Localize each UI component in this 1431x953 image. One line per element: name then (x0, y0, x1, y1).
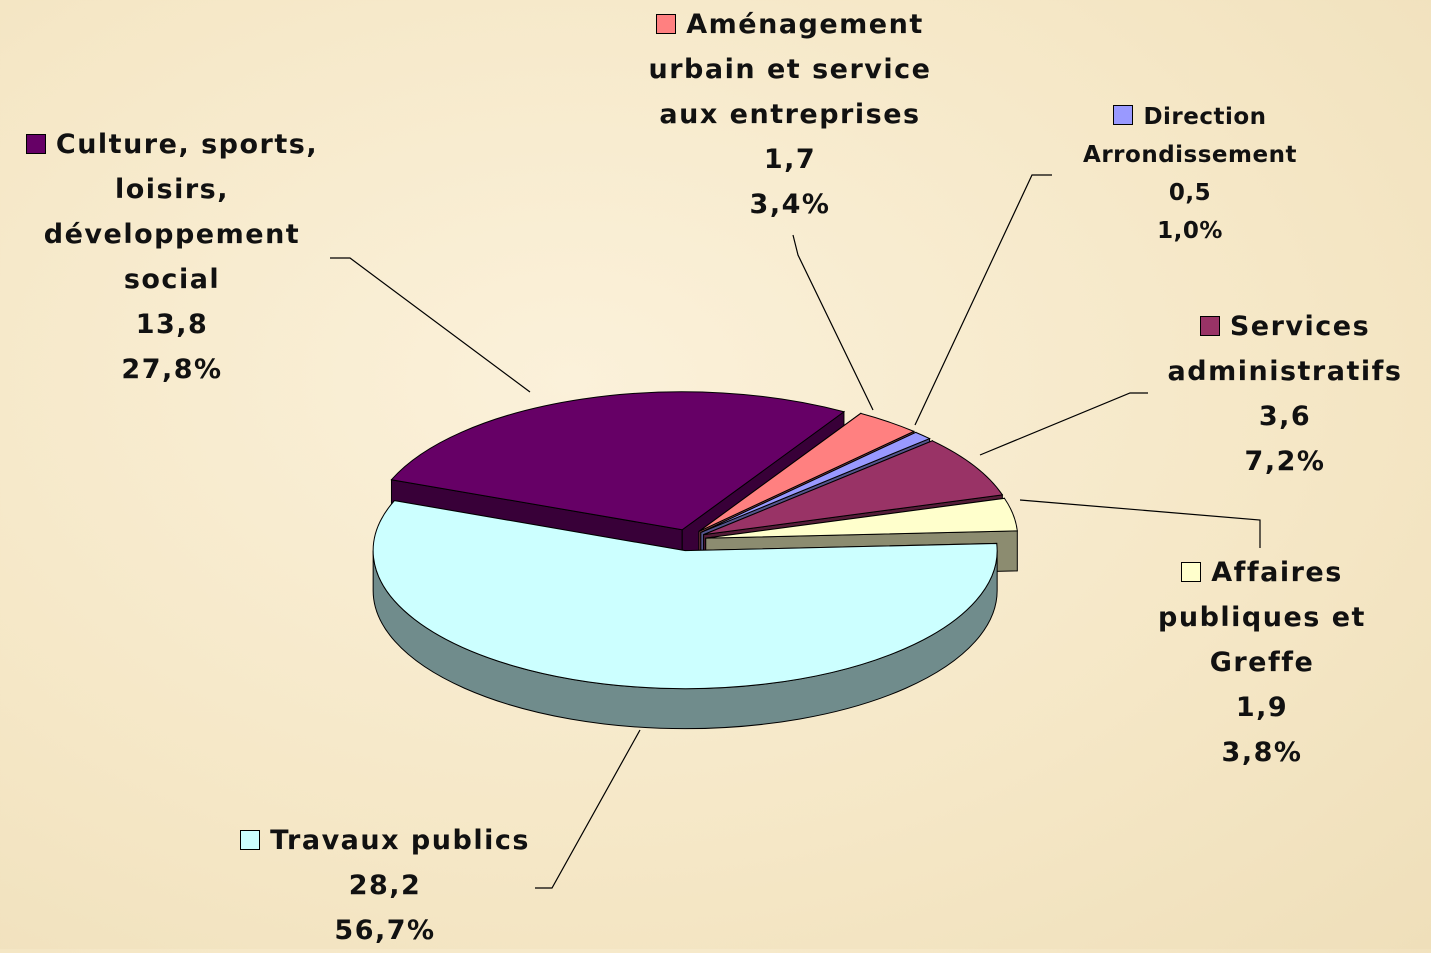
category-label: Culture, sports, loisirs, développement … (43, 129, 319, 295)
value-label-line: 28,2 (215, 863, 555, 908)
percent-label-line: 7,2% (1145, 439, 1425, 484)
percent-label-line: 1,0% (1055, 212, 1325, 250)
slice-label: Direction Arrondissement 0,5 1,0% (1055, 98, 1325, 250)
value-label: 28,2 (348, 870, 422, 901)
value-label-line: 1,7 (625, 137, 955, 182)
percent-label: 1,0% (1157, 218, 1223, 244)
percent-label: 3,8% (1221, 737, 1303, 768)
legend-swatch (240, 830, 261, 850)
leader-lines (330, 174, 1261, 889)
category-label: Direction Arrondissement (1083, 104, 1297, 168)
category-label: Affaires publiques et Greffe (1158, 557, 1366, 678)
category-label-line: Affaires publiques et Greffe (1132, 550, 1392, 685)
category-label-line: Aménagement urbain et service aux entrep… (625, 2, 955, 137)
slice-top (703, 440, 1004, 536)
percent-label-line: 3,8% (1132, 730, 1392, 775)
slice-label: Services administratifs 3,6 7,2% (1145, 304, 1425, 484)
category-label-line: Direction Arrondissement (1055, 98, 1325, 174)
category-label: Services administratifs (1167, 311, 1403, 387)
value-label-line: 0,5 (1055, 174, 1325, 212)
leader-line (979, 392, 1148, 456)
value-label-line: 3,6 (1145, 394, 1425, 439)
leader-line (535, 729, 641, 889)
percent-label-line: 3,4% (625, 182, 955, 227)
category-label-line: Culture, sports, loisirs, développement … (12, 122, 332, 302)
category-label: Aménagement urbain et service aux entrep… (648, 9, 932, 130)
slice-label: Aménagement urbain et service aux entrep… (625, 2, 955, 227)
pie-slice (372, 500, 998, 730)
percent-label: 3,4% (749, 189, 831, 220)
slice-top (700, 431, 931, 533)
value-label: 3,6 (1258, 401, 1312, 432)
value-label-line: 1,9 (1132, 685, 1392, 730)
legend-swatch (1113, 105, 1134, 125)
slice-label: Culture, sports, loisirs, développement … (12, 122, 332, 392)
slice-top (372, 500, 998, 690)
leader-line (914, 174, 1052, 426)
leader-line (792, 234, 874, 411)
category-label-line: Services administratifs (1145, 304, 1425, 394)
percent-label: 56,7% (334, 915, 436, 946)
category-label-line: Travaux publics (215, 818, 555, 863)
slice-label: Affaires publiques et Greffe 1,9 3,8% (1132, 550, 1392, 775)
percent-label: 7,2% (1244, 446, 1326, 477)
percent-label: 27,8% (121, 354, 223, 385)
slice-top (705, 497, 1018, 539)
value-label: 0,5 (1168, 180, 1212, 206)
value-label: 13,8 (135, 309, 209, 340)
value-label: 1,7 (763, 144, 817, 175)
legend-swatch (656, 14, 677, 34)
percent-label-line: 56,7% (215, 908, 555, 953)
slice-top (698, 412, 916, 532)
category-label: Travaux publics (270, 825, 530, 856)
value-label: 1,9 (1235, 692, 1289, 723)
percent-label-line: 27,8% (12, 347, 332, 392)
value-label-line: 13,8 (12, 302, 332, 347)
leader-line (1019, 499, 1261, 548)
legend-swatch (1199, 316, 1220, 336)
legend-swatch (25, 134, 46, 154)
legend-swatch (1181, 562, 1202, 582)
slice-label: Travaux publics 28,2 56,7% (215, 818, 555, 953)
slice-top (390, 391, 846, 531)
pie (372, 391, 1018, 730)
leader-line (330, 257, 531, 393)
